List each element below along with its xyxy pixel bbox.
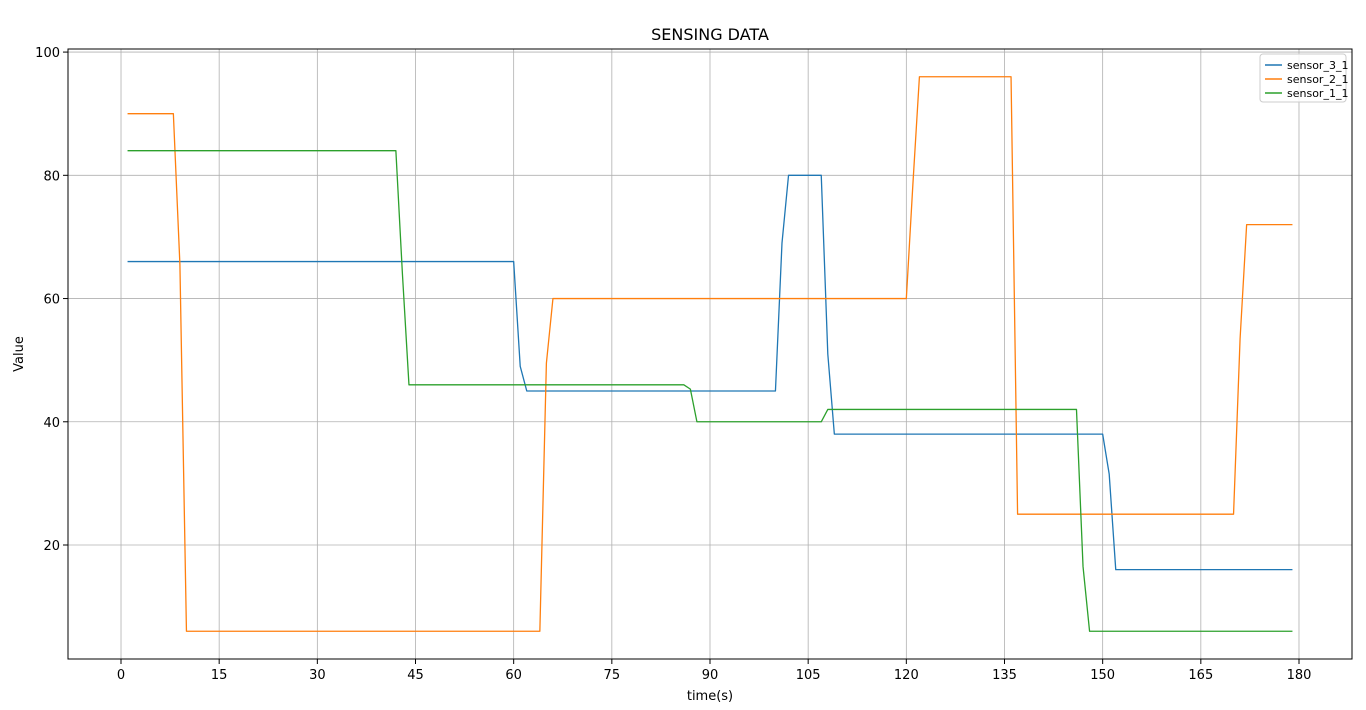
series-layer [127,76,1293,632]
y-tick-label: 20 [43,539,60,554]
series-line-sensor_2_1 [127,76,1293,632]
series-line-sensor_1_1 [127,150,1293,632]
legend-box [1259,53,1347,103]
x-tick-label: 150 [1090,668,1115,683]
legend-label: sensor_1_1 [1287,87,1348,100]
grid-lines [68,49,1352,659]
series-line-sensor_3_1 [127,174,1293,571]
x-tick-label: 105 [796,668,821,683]
y-tick-label: 100 [35,46,60,61]
y-axis-label: Value [12,336,27,372]
x-axis-label: time(s) [687,689,733,704]
x-tick-label: 135 [992,668,1017,683]
x-tick-label: 120 [894,668,919,683]
x-tick-label: 0 [117,668,125,683]
y-tick-label: 40 [43,416,60,431]
x-tick-label: 165 [1188,668,1213,683]
x-tick-label: 180 [1287,668,1312,683]
x-tick-label: 75 [604,668,621,683]
y-axis-ticks: 20 40 60 80 100 [35,46,68,554]
x-tick-label: 90 [702,668,719,683]
chart-title: SENSING DATA [651,25,769,44]
x-tick-label: 60 [505,668,522,683]
legend-label: sensor_3_1 [1287,59,1348,72]
x-tick-label: 30 [309,668,326,683]
x-tick-label: 45 [407,668,424,683]
x-tick-label: 15 [211,668,228,683]
y-tick-label: 60 [43,293,60,308]
y-tick-label: 80 [43,169,60,184]
x-axis-ticks: 0 15 30 45 60 75 90 105 120 135 150 165 180 [117,659,1312,683]
legend-label: sensor_2_1 [1287,73,1348,86]
